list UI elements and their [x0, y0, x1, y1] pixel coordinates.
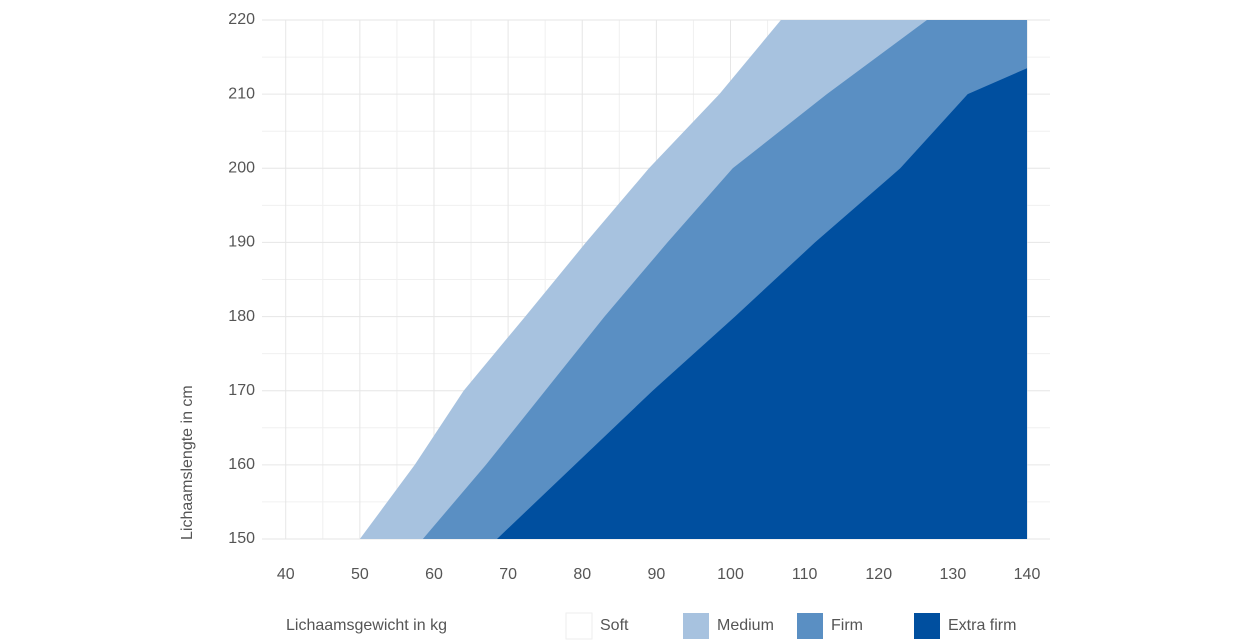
area	[496, 68, 1028, 539]
x-tick-label: 130	[940, 566, 967, 583]
legend-swatch	[683, 613, 709, 639]
x-tick-label: 100	[717, 566, 744, 583]
x-tick-label: 110	[792, 566, 818, 583]
y-tick-label: 160	[228, 456, 255, 473]
legend-label: Firm	[831, 617, 863, 634]
x-tick-label: 70	[499, 566, 517, 583]
y-tick-label: 170	[228, 382, 255, 399]
x-axis-label: Lichaamsgewicht in kg	[286, 617, 447, 634]
legend-swatch	[797, 613, 823, 639]
x-tick-label: 140	[1014, 566, 1041, 583]
y-tick-label: 180	[228, 308, 255, 325]
legend-label: Extra firm	[948, 617, 1016, 634]
legend-label: Soft	[600, 617, 629, 634]
x-tick-label: 90	[647, 566, 665, 583]
x-tick-label: 80	[573, 566, 591, 583]
x-tick-label: 60	[425, 566, 443, 583]
x-tick-label: 50	[351, 566, 369, 583]
y-tick-label: 150	[228, 530, 255, 547]
y-axis-label: Lichaamslengte in cm	[179, 385, 196, 540]
y-tick-label: 210	[228, 85, 255, 102]
legend-swatch	[914, 613, 940, 639]
y-tick-label: 200	[228, 160, 255, 177]
legend-label: Medium	[717, 617, 774, 634]
x-tick-label: 40	[277, 566, 295, 583]
y-tick-label: 190	[228, 234, 255, 251]
x-tick-label: 120	[865, 566, 892, 583]
legend-swatch	[565, 612, 593, 640]
y-tick-label: 220	[228, 11, 255, 28]
